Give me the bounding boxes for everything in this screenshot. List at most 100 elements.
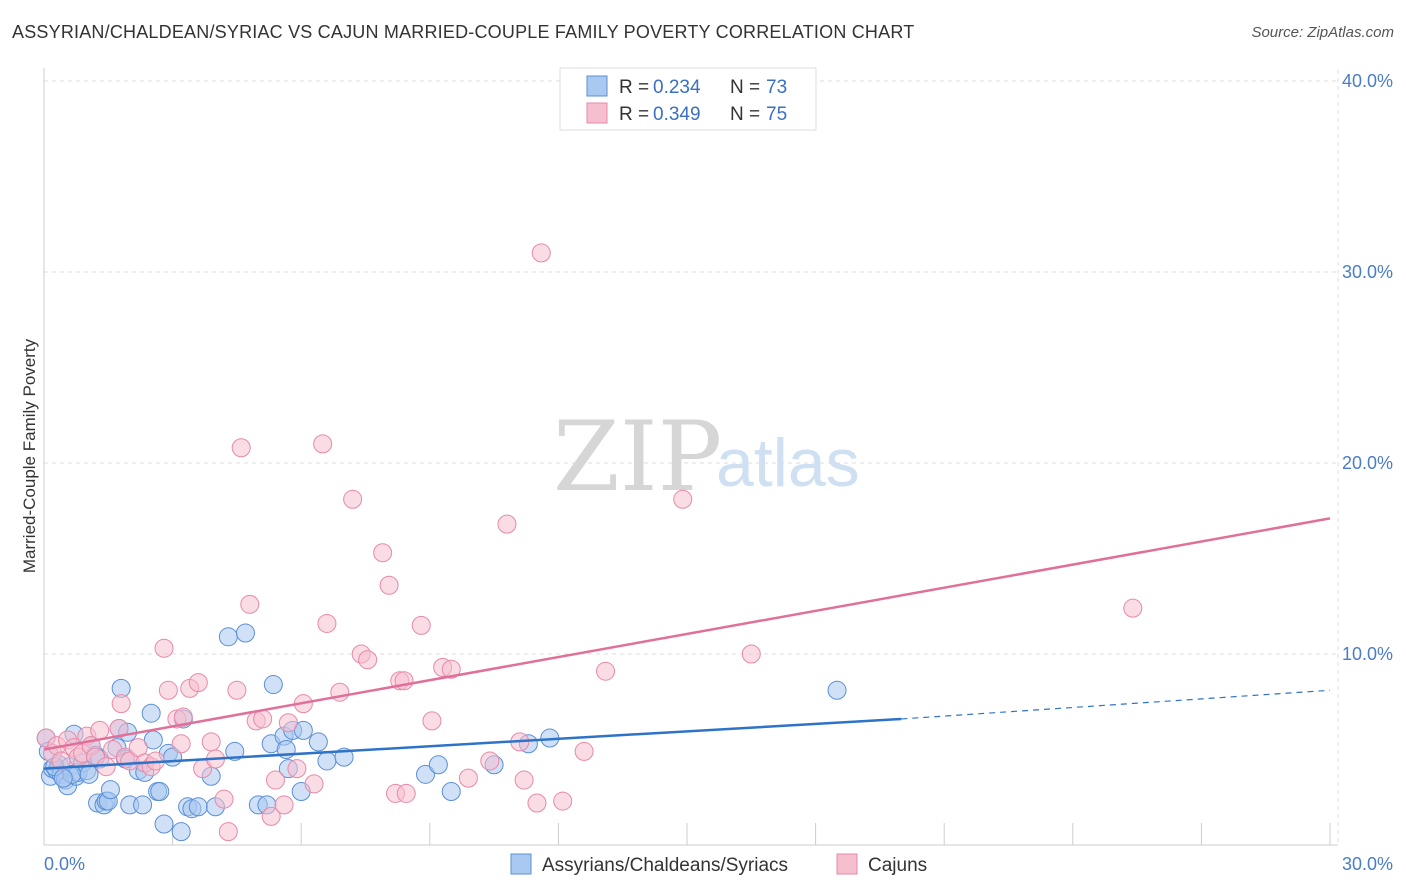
- pink-point: [240, 594, 260, 614]
- legend-swatch-blue: [586, 75, 608, 97]
- blue-point: [263, 675, 283, 695]
- pink-point: [514, 770, 534, 790]
- blue-point: [154, 814, 174, 834]
- pink-point: [741, 644, 761, 664]
- pink-point: [287, 759, 307, 779]
- bottom-legend-swatch-pink: [836, 853, 858, 875]
- chart-title: ASSYRIAN/CHALDEAN/SYRIAC VS CAJUN MARRIE…: [12, 22, 915, 42]
- pink-point: [411, 615, 431, 635]
- blue-point: [428, 755, 448, 775]
- y-tick-labels: 10.0% 20.0% 30.0% 40.0%: [1342, 71, 1393, 664]
- pink-point: [480, 751, 500, 771]
- blue-point: [79, 764, 99, 784]
- y-tick-label: 10.0%: [1342, 644, 1393, 664]
- legend-n-label: N =: [730, 104, 760, 125]
- pink-point: [96, 757, 116, 777]
- bottom-legend-label: Assyrians/Chaldeans/Syriacs: [542, 855, 788, 876]
- blue-point: [141, 703, 161, 723]
- pink-point: [396, 783, 416, 803]
- pink-point: [188, 673, 208, 693]
- pink-point: [673, 489, 693, 509]
- pink-point: [574, 741, 594, 761]
- pink-point: [422, 711, 442, 731]
- blue-point: [441, 782, 461, 802]
- pink-trend-line: [43, 517, 1331, 751]
- pink-point: [441, 659, 461, 679]
- watermark-zip: ZIP: [553, 401, 722, 513]
- blue-point: [293, 720, 313, 740]
- x-tick-label: 0.0%: [44, 854, 85, 874]
- x-tick-labels: 0.0% 30.0%: [44, 854, 1393, 874]
- pink-point: [274, 795, 294, 815]
- trend-lines: [43, 517, 1331, 770]
- blue-point: [133, 795, 153, 815]
- blue-point: [218, 627, 238, 647]
- bottom-legend-label: Cajuns: [868, 855, 927, 876]
- pink-point: [358, 650, 378, 670]
- pink-point: [218, 822, 238, 842]
- legend-r-value: 0.349: [653, 104, 701, 125]
- pink-point: [596, 661, 616, 681]
- blue-point: [100, 780, 120, 800]
- pink-point: [173, 707, 193, 727]
- pink-point: [90, 720, 110, 740]
- legend-n-value: 73: [766, 77, 787, 98]
- scatter-points: [36, 243, 1143, 842]
- pink-point: [214, 789, 234, 809]
- pink-point: [109, 718, 129, 738]
- pink-point: [227, 680, 247, 700]
- pink-point: [261, 806, 281, 826]
- y-tick-label: 30.0%: [1342, 262, 1393, 282]
- legend-r-label: R =: [619, 77, 649, 98]
- pink-point: [497, 514, 517, 534]
- pink-point: [458, 768, 478, 788]
- bottom-legend: Assyrians/Chaldeans/Syriacs Cajuns: [510, 853, 927, 876]
- pink-point: [343, 489, 363, 509]
- pink-point: [201, 732, 221, 752]
- axes: [43, 68, 1338, 846]
- x-tick-label: 30.0%: [1342, 854, 1393, 874]
- pink-point: [278, 713, 298, 733]
- y-axis-label: Married-Couple Family Poverty: [20, 338, 39, 573]
- blue-point: [225, 741, 245, 761]
- legend-n-value: 75: [766, 104, 787, 125]
- blue-point: [188, 797, 208, 817]
- pink-point: [379, 575, 399, 595]
- y-tick-label: 20.0%: [1342, 453, 1393, 473]
- blue-trend-line: [43, 717, 902, 770]
- blue-point: [53, 768, 73, 788]
- y-tick-label: 40.0%: [1342, 71, 1393, 91]
- pink-point: [158, 680, 178, 700]
- pink-point: [313, 434, 333, 454]
- blue-point: [150, 782, 170, 802]
- pink-point: [265, 770, 285, 790]
- blue-point: [416, 764, 436, 784]
- pink-point: [553, 791, 573, 811]
- blue-point: [827, 680, 847, 700]
- grid-lines: [44, 70, 1339, 845]
- blue-point: [317, 751, 337, 771]
- blue-trend-extension: [901, 689, 1331, 720]
- watermark-atlas: atlas: [716, 425, 860, 501]
- legend-r-label: R =: [619, 104, 649, 125]
- pink-point: [531, 243, 551, 263]
- pink-point: [304, 774, 324, 794]
- pink-point: [231, 438, 251, 458]
- pink-point: [527, 793, 547, 813]
- legend-r-value: 0.234: [653, 77, 701, 98]
- watermark: ZIP atlas: [553, 401, 860, 513]
- top-legend: R = 0.234 N = 73 R = 0.349 N = 75: [559, 67, 817, 131]
- pink-point: [317, 613, 337, 633]
- pink-point: [253, 709, 273, 729]
- pink-point: [171, 734, 191, 754]
- bottom-legend-swatch-blue: [510, 853, 532, 875]
- legend-swatch-pink: [586, 102, 608, 124]
- pink-point: [1123, 598, 1143, 618]
- blue-point: [308, 732, 328, 752]
- pink-point: [111, 694, 131, 714]
- pink-point: [373, 543, 393, 563]
- legend-n-label: N =: [730, 77, 760, 98]
- blue-point: [171, 822, 191, 842]
- blue-point: [235, 623, 255, 643]
